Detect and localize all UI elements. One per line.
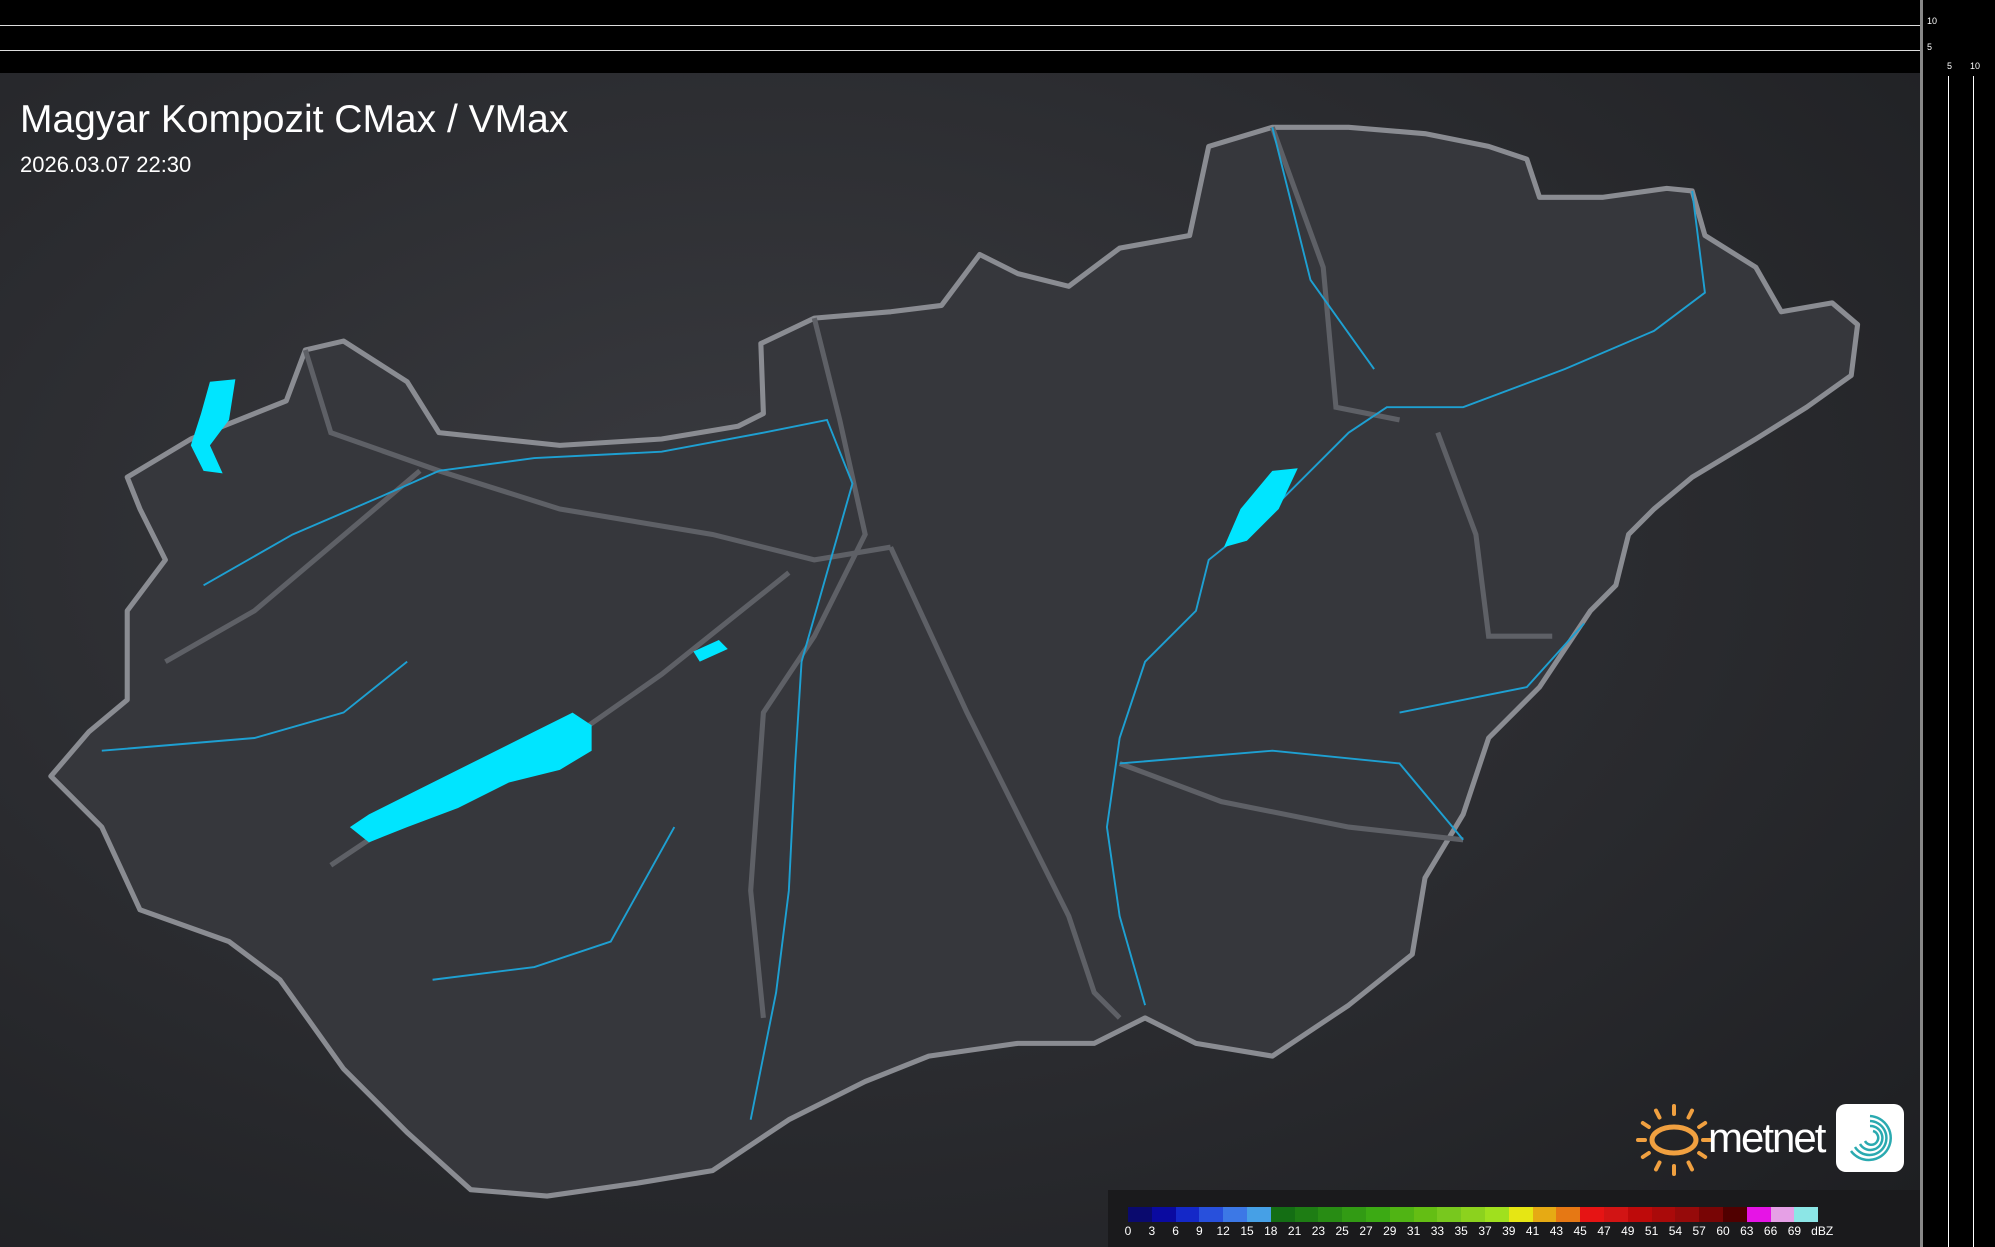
- county-borders: [164, 126, 1553, 1020]
- scale-line-5: [0, 50, 1920, 51]
- legend-value: 60: [1716, 1224, 1730, 1238]
- axis-label: 10: [1970, 61, 1981, 71]
- legend-swatch: [1389, 1207, 1414, 1222]
- legend-value: 54: [1668, 1224, 1683, 1238]
- legend-swatch: [1128, 1207, 1152, 1222]
- map-timestamp: 2026.03.07 22:30: [20, 152, 192, 177]
- legend-value: 37: [1478, 1224, 1492, 1238]
- legend-value: 3: [1148, 1224, 1156, 1238]
- legend-swatch: [1580, 1207, 1604, 1222]
- legend-swatch: [1365, 1207, 1390, 1222]
- legend-value: 33: [1430, 1224, 1445, 1238]
- legend-value: 47: [1597, 1224, 1611, 1238]
- axis-label: 5: [1927, 42, 1933, 52]
- legend-swatch: [1746, 1207, 1771, 1222]
- lake-velence: [693, 640, 728, 662]
- legend-value: 6: [1172, 1224, 1179, 1238]
- legend-value: 25: [1335, 1224, 1349, 1238]
- metnet-logo: metnet: [1636, 1100, 1905, 1176]
- legend-swatch: [1413, 1207, 1438, 1222]
- legend-value: 21: [1287, 1224, 1302, 1238]
- legend-swatch: [1270, 1207, 1295, 1222]
- country-outline: [48, 124, 1861, 1199]
- legend-swatch: [1294, 1207, 1319, 1222]
- legend-swatch: [1223, 1207, 1247, 1222]
- legend-swatch: [1151, 1207, 1176, 1222]
- scale-line: [1948, 76, 1949, 1247]
- legend-labels: 0 3 6 9 12 15 18 21 23 25 27 29 31 33 35 37 39 41 43 45 47 49…: [1124, 1224, 1928, 1240]
- legend-swatch: [1794, 1207, 1819, 1222]
- axis-label: 5: [1947, 61, 1953, 71]
- legend-swatch: [1342, 1207, 1366, 1222]
- legend-value: 69: [1787, 1224, 1802, 1238]
- side-scale-panel: 10 5 5 10: [1920, 0, 1995, 1247]
- legend-value: 15: [1240, 1224, 1254, 1238]
- legend-color-bar: [1128, 1207, 1819, 1222]
- map-canvas[interactable]: [0, 73, 1920, 1247]
- legend-swatch: [1722, 1207, 1747, 1222]
- axis-label: 10: [1927, 16, 1938, 26]
- legend-swatch: [1318, 1207, 1343, 1222]
- legend-value: 12: [1216, 1224, 1230, 1238]
- lake-tisza: [1223, 468, 1298, 548]
- lake-balaton: [349, 712, 592, 843]
- lake-ferto: [190, 379, 236, 474]
- legend-value: 27: [1359, 1224, 1373, 1238]
- legend-value: 18: [1264, 1224, 1278, 1238]
- legend-swatch: [1437, 1207, 1462, 1222]
- legend-swatch: [1461, 1207, 1485, 1222]
- legend-value: 57: [1692, 1224, 1706, 1238]
- legend-swatch: [1246, 1207, 1271, 1222]
- legend-swatch: [1508, 1207, 1533, 1222]
- spiral-icon: [1850, 1114, 1893, 1162]
- legend-swatch: [1532, 1207, 1557, 1222]
- map-title: Magyar Kompozit CMax / VMax: [20, 98, 569, 141]
- legend-swatch: [1675, 1207, 1700, 1222]
- legend-value: 51: [1644, 1224, 1659, 1238]
- legend-swatch: [1627, 1207, 1652, 1222]
- legend-swatch: [1651, 1207, 1676, 1222]
- legend-value: 23: [1311, 1224, 1326, 1238]
- legend-value: 39: [1502, 1224, 1516, 1238]
- legend-value: 49: [1621, 1224, 1635, 1238]
- legend-value: 0: [1124, 1224, 1132, 1238]
- legend-value: 63: [1740, 1224, 1754, 1238]
- legend-value: 9: [1196, 1224, 1203, 1238]
- legend-value: 66: [1763, 1224, 1778, 1238]
- rivers: [101, 127, 1706, 1120]
- scale-line: [1973, 76, 1974, 1247]
- legend-value: 29: [1383, 1224, 1397, 1238]
- legend-value: 45: [1573, 1224, 1587, 1238]
- legend-swatch: [1556, 1207, 1581, 1222]
- scale-line-10: [0, 25, 1920, 26]
- app-icon: [1836, 1104, 1905, 1172]
- brand-name: metnet: [1708, 1114, 1826, 1161]
- legend-swatch: [1603, 1207, 1628, 1222]
- legend-swatch: [1175, 1207, 1200, 1222]
- legend-swatch: [1484, 1207, 1509, 1222]
- sun-icon: [1636, 1104, 1712, 1176]
- legend-unit: dBZ: [1811, 1224, 1834, 1238]
- legend-value: 31: [1406, 1224, 1421, 1238]
- lakes: [190, 379, 1298, 843]
- legend-value: 41: [1525, 1224, 1540, 1238]
- legend-swatch: [1770, 1207, 1795, 1222]
- legend-swatch: [1199, 1207, 1224, 1222]
- legend-swatch: [1699, 1207, 1723, 1222]
- color-legend: 0 3 6 9 12 15 18 21 23 25 27 29 31 33 35 37 39 41 43 45 47 49…: [1108, 1190, 1920, 1247]
- legend-value: 43: [1549, 1224, 1564, 1238]
- legend-value: 35: [1454, 1224, 1468, 1238]
